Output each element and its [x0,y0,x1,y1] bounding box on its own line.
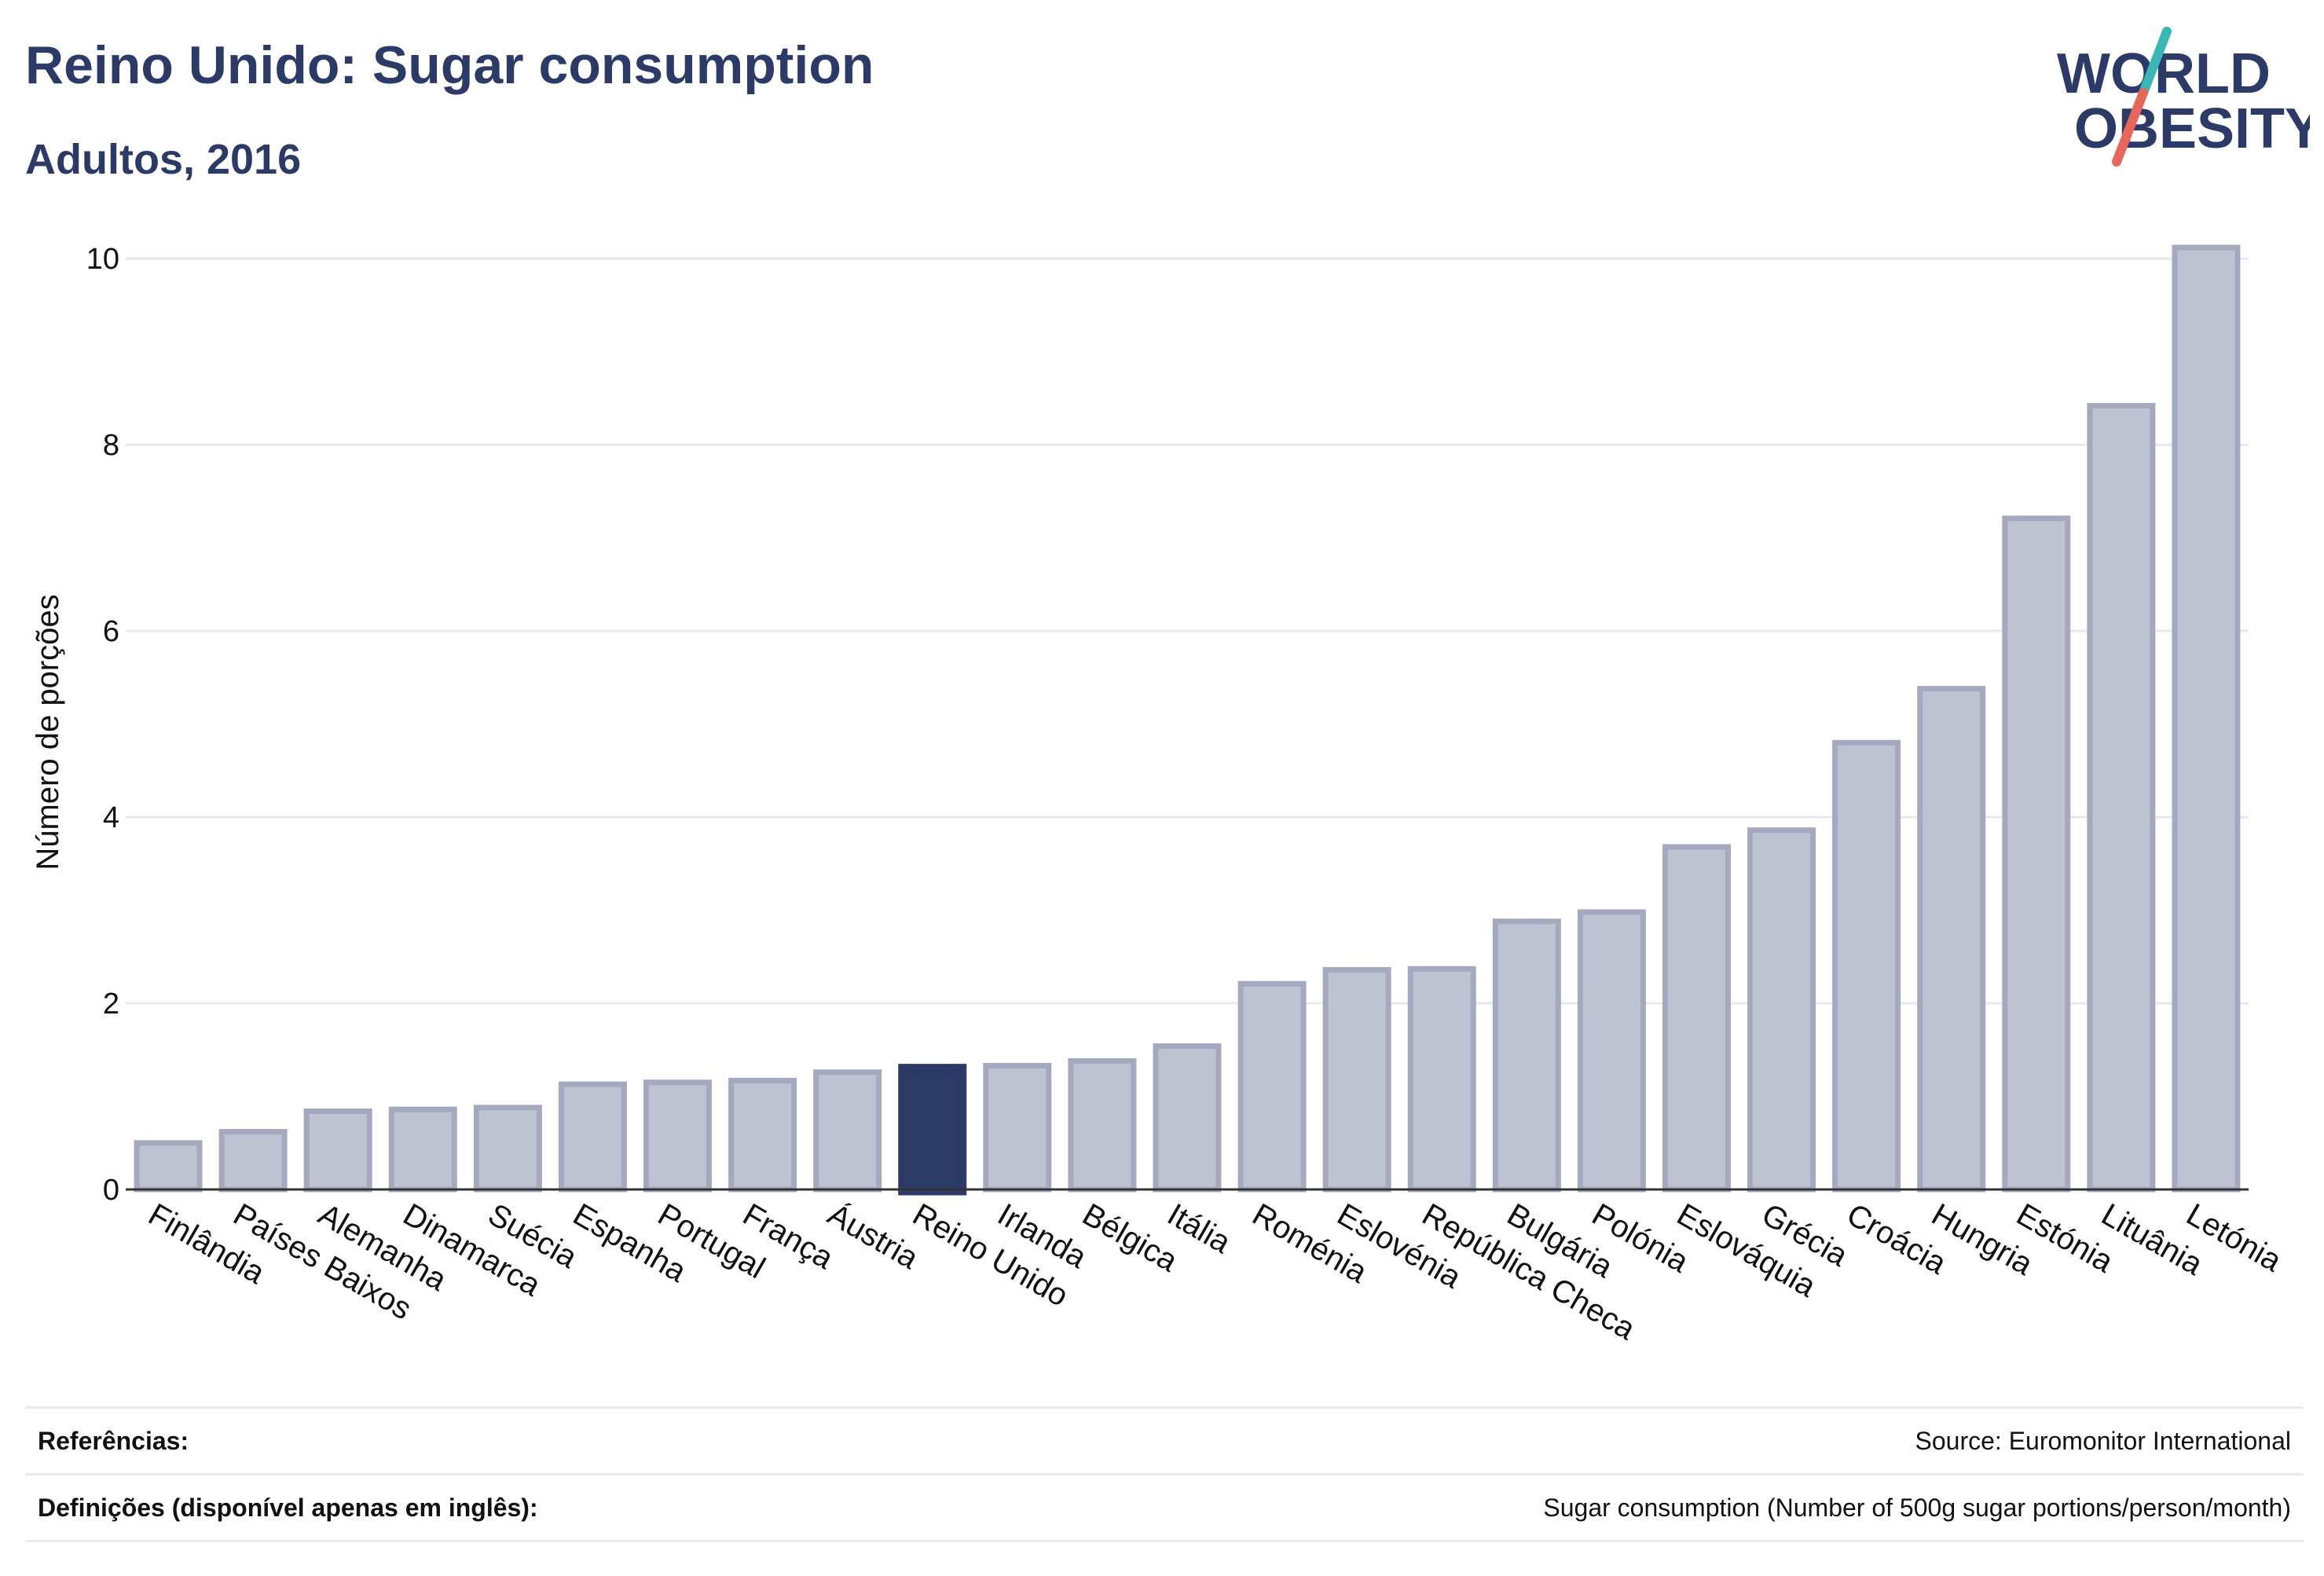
bar [134,1140,203,1193]
bar [898,1064,967,1196]
bar [1068,1058,1137,1193]
bar [303,1108,372,1193]
world-obesity-logo[interactable]: WORLD OBESITY [2051,22,2310,171]
bar [1577,909,1646,1193]
bar [643,1079,713,1193]
definitions-label: Definições (disponível apenas em inglês)… [38,1493,538,1522]
y-tick-label: 2 [103,988,119,1021]
bar [1492,918,1561,1193]
bar [2172,244,2241,1193]
y-tick-label: 10 [86,243,119,276]
references-row: Referências: Source: Euromonitor Interna… [25,1406,2304,1473]
y-tick-label: 0 [103,1174,119,1207]
bar [1917,686,1986,1193]
bar [1747,827,1816,1193]
bar [473,1105,542,1193]
bar [558,1081,627,1193]
bar [388,1106,457,1193]
bars [134,244,2241,1196]
footer-table: Referências: Source: Euromonitor Interna… [25,1406,2304,1542]
logo-text-obesity: OBESITY [2074,97,2310,160]
bar [728,1077,797,1193]
bar [1322,966,1391,1193]
logo-text-world: WORLD [2057,42,2271,105]
bar [2002,515,2071,1193]
chart-title: Reino Unido: Sugar consumption [25,35,874,95]
bar [813,1069,882,1193]
y-tick-label: 8 [103,429,119,462]
bar [1662,844,1731,1193]
y-axis-label: Número de porções [31,594,65,870]
bar [1407,966,1476,1193]
y-axis-ticks: 0 2 4 6 8 10 [86,243,119,1207]
bar [1832,739,1901,1193]
bar [2087,402,2156,1193]
x-tick-label: Bélgica [1076,1197,1183,1279]
references-value: Source: Euromonitor International [1915,1426,2291,1455]
bar [218,1129,288,1193]
definitions-row: Definições (disponível apenas em inglês)… [25,1473,2304,1542]
logo-slash-top [2139,27,2172,97]
bar [983,1062,1052,1193]
logo-slash-bottom [2112,88,2148,167]
y-tick-label: 6 [103,615,119,648]
references-label: Referências: [38,1426,189,1455]
y-tick-label: 4 [103,801,119,834]
bar [1153,1043,1222,1193]
x-tick-label: Áustria [822,1197,925,1277]
chart-subtitle: Adultos, 2016 [25,136,302,183]
definitions-value: Sugar consumption (Number of 500g sugar … [1543,1493,2291,1522]
bar [1237,980,1307,1193]
